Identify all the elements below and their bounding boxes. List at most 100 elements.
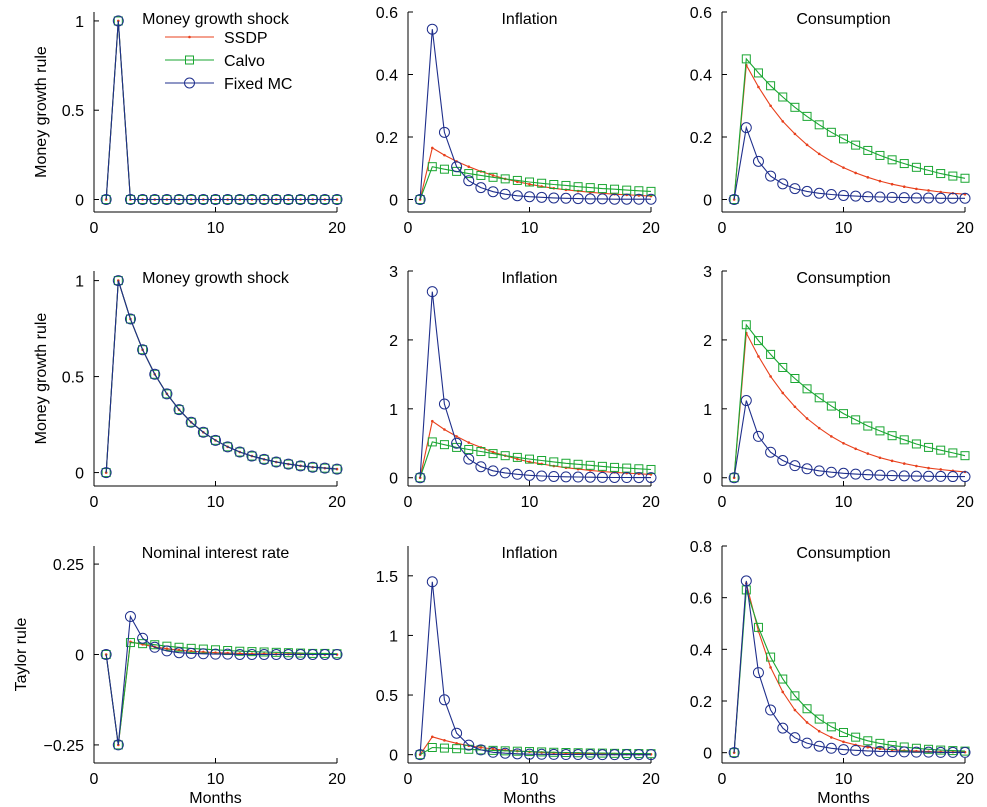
data-point bbox=[898, 470, 910, 482]
data-point bbox=[778, 92, 788, 102]
data-point bbox=[634, 186, 644, 196]
data-point bbox=[414, 194, 426, 205]
series-line bbox=[733, 323, 966, 478]
y-tick-label: 1 bbox=[703, 402, 712, 419]
data-point bbox=[186, 417, 196, 427]
data-point bbox=[645, 472, 657, 484]
data-point bbox=[633, 193, 645, 205]
data-point bbox=[621, 193, 633, 205]
x-axis-label: Months bbox=[503, 790, 555, 807]
data-point bbox=[621, 472, 633, 484]
data-point bbox=[851, 732, 861, 742]
data-point bbox=[923, 470, 935, 482]
series-fixed-mc bbox=[728, 575, 971, 759]
series-fixed-mc bbox=[414, 576, 657, 761]
data-point bbox=[487, 186, 499, 198]
data-point bbox=[902, 185, 906, 188]
data-point bbox=[223, 442, 233, 452]
data-point bbox=[753, 336, 763, 346]
data-point bbox=[463, 739, 475, 751]
data-point bbox=[948, 448, 958, 458]
data-point bbox=[426, 23, 438, 35]
data-point bbox=[137, 344, 149, 356]
series-line bbox=[419, 746, 652, 756]
data-point bbox=[467, 165, 471, 168]
data-point bbox=[259, 454, 269, 464]
data-point bbox=[645, 749, 657, 761]
y-tick-label: 3 bbox=[703, 264, 712, 281]
series-line bbox=[105, 20, 337, 201]
data-point bbox=[585, 460, 595, 470]
series-fixed-mc bbox=[728, 122, 971, 205]
data-point bbox=[947, 471, 959, 483]
subplot-r1-c3: Consumption 0 10 20 0 0.2 0.4 0.6 bbox=[690, 5, 974, 237]
data-point bbox=[572, 193, 584, 205]
data-point bbox=[842, 740, 845, 744]
series-calvo bbox=[729, 320, 970, 483]
data-point bbox=[753, 622, 763, 632]
data-point bbox=[740, 395, 752, 407]
y-tick-label: 0.6 bbox=[690, 591, 712, 608]
data-point bbox=[270, 649, 282, 660]
subplot-title: Money growth shock bbox=[142, 270, 290, 287]
data-point bbox=[246, 649, 258, 660]
data-point bbox=[936, 445, 946, 455]
data-point bbox=[793, 132, 797, 136]
y-tick-label: 1.5 bbox=[376, 569, 398, 586]
data-point bbox=[850, 468, 862, 480]
data-point bbox=[500, 451, 510, 461]
data-point bbox=[258, 194, 270, 205]
y-tick-label: 0 bbox=[703, 471, 712, 488]
data-point bbox=[537, 456, 547, 466]
data-point bbox=[174, 642, 184, 652]
data-point bbox=[887, 740, 897, 750]
y-tick-label: 1 bbox=[389, 628, 398, 645]
y-tick-label: 0.2 bbox=[690, 130, 712, 147]
data-point bbox=[766, 652, 776, 662]
x-tick-label: 10 bbox=[835, 220, 853, 237]
data-point bbox=[886, 746, 898, 758]
data-point bbox=[728, 747, 740, 759]
data-point bbox=[100, 467, 112, 479]
data-point bbox=[825, 742, 837, 754]
data-point bbox=[863, 421, 873, 431]
data-point bbox=[438, 398, 450, 410]
data-point bbox=[124, 194, 136, 205]
y-tick-label: 0 bbox=[75, 648, 84, 665]
data-point bbox=[814, 120, 824, 130]
data-point bbox=[728, 194, 740, 205]
x-tick-label: 0 bbox=[90, 494, 99, 511]
data-point bbox=[863, 145, 873, 155]
data-point bbox=[560, 192, 572, 204]
data-point bbox=[886, 191, 898, 203]
data-point bbox=[173, 194, 185, 205]
data-point bbox=[947, 746, 959, 758]
x-tick-label: 0 bbox=[718, 771, 727, 788]
data-point bbox=[886, 470, 898, 482]
data-point bbox=[162, 389, 172, 399]
data-point bbox=[431, 146, 434, 150]
data-point bbox=[802, 704, 812, 714]
data-point bbox=[584, 471, 596, 483]
series-line bbox=[419, 29, 651, 200]
data-point bbox=[573, 459, 583, 469]
data-point bbox=[838, 189, 849, 201]
data-point bbox=[282, 458, 294, 470]
data-point bbox=[777, 455, 789, 467]
data-point bbox=[585, 748, 595, 758]
data-point bbox=[210, 648, 221, 660]
series-calvo bbox=[101, 276, 342, 478]
subplot-r2-c2: Inflation 0 10 20 0 1 2 3 bbox=[389, 264, 660, 511]
data-point bbox=[875, 738, 885, 748]
series-calvo bbox=[729, 585, 970, 758]
data-point bbox=[910, 192, 922, 204]
data-point bbox=[455, 435, 458, 438]
data-point bbox=[319, 649, 331, 660]
y-tick-label: −0.25 bbox=[44, 738, 85, 755]
data-point bbox=[597, 748, 607, 758]
data-point bbox=[610, 462, 620, 472]
data-point bbox=[769, 375, 772, 378]
data-point bbox=[878, 747, 882, 751]
data-point bbox=[817, 729, 821, 733]
data-point bbox=[814, 393, 824, 403]
